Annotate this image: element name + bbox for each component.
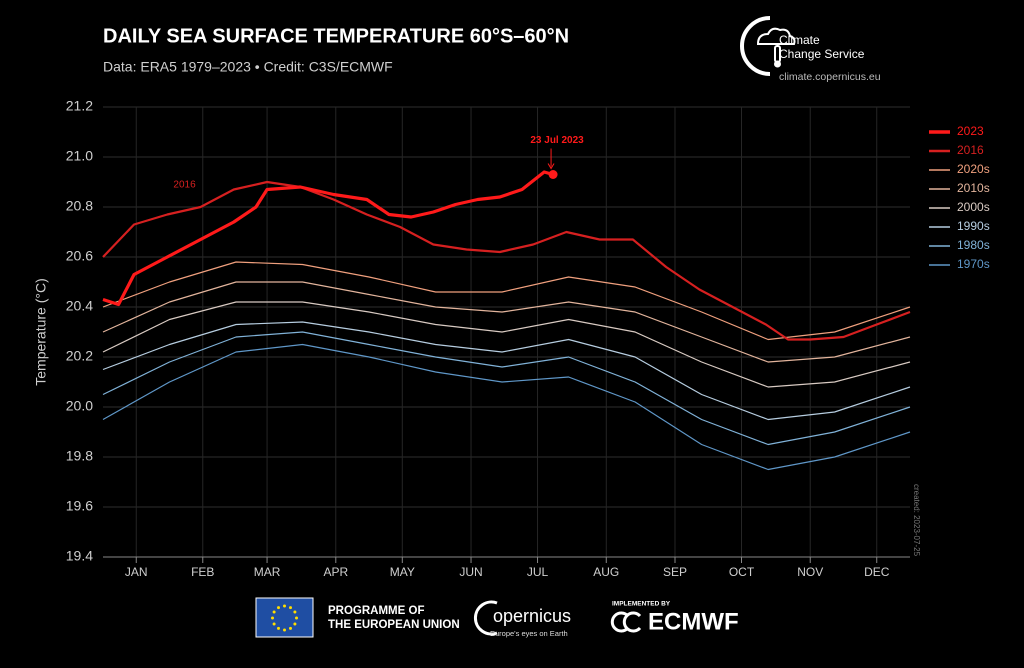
legend-label: 2000s bbox=[957, 200, 990, 214]
y-tick-label: 21.0 bbox=[66, 148, 93, 164]
copernicus-text: opernicus bbox=[493, 606, 571, 626]
annotation-arrowhead bbox=[547, 163, 555, 170]
brand-text: Change Service bbox=[779, 47, 865, 61]
x-tick-label: SEP bbox=[663, 565, 687, 579]
legend-label: 1980s bbox=[957, 238, 990, 252]
series-line bbox=[102, 170, 554, 307]
copernicus-c bbox=[474, 600, 498, 636]
x-tick-label: NOV bbox=[797, 565, 823, 579]
series-line bbox=[102, 180, 911, 341]
legend-label: 1990s bbox=[957, 219, 990, 233]
eu-stars bbox=[271, 604, 298, 632]
legend-label: 1970s bbox=[957, 257, 990, 271]
x-tick-label: JUL bbox=[527, 565, 549, 579]
series-line bbox=[102, 321, 911, 421]
brand-text: Climate bbox=[779, 33, 820, 47]
series-line bbox=[102, 343, 911, 471]
y-tick-label: 19.8 bbox=[66, 448, 93, 464]
chart-subtitle: Data: ERA5 1979–2023 • Credit: C3S/ECMWF bbox=[103, 59, 393, 75]
y-tick-label: 20.8 bbox=[66, 198, 93, 214]
legend-label: 2023 bbox=[957, 124, 984, 138]
y-tick-label: 20.4 bbox=[66, 298, 93, 314]
copernicus-tag: Europe's eyes on Earth bbox=[490, 629, 568, 638]
legend-label: 2020s bbox=[957, 162, 990, 176]
eu-text: PROGRAMME OF bbox=[328, 605, 424, 617]
logo-cloud bbox=[756, 27, 796, 45]
legend-label: 2010s bbox=[957, 181, 990, 195]
legend-label: 2016 bbox=[957, 143, 984, 157]
footer: PROGRAMME OF THE EUROPEAN UNION opernicu… bbox=[255, 597, 739, 638]
x-tick-label: MAY bbox=[390, 565, 415, 579]
x-tick-label: APR bbox=[323, 565, 348, 579]
y-tick-label: 20.6 bbox=[66, 248, 93, 264]
series-line bbox=[102, 301, 911, 388]
x-tick-label: JUN bbox=[459, 565, 482, 579]
series-line bbox=[102, 261, 911, 341]
y-tick-label: 20.0 bbox=[66, 398, 93, 414]
logo-arc bbox=[740, 16, 771, 76]
x-tick-label: FEB bbox=[191, 565, 214, 579]
eu-text: THE EUROPEAN UNION bbox=[328, 619, 460, 631]
annotation: 2016 bbox=[173, 180, 196, 191]
annotation: 23 Jul 2023 bbox=[530, 135, 584, 146]
y-tick-label: 19.6 bbox=[66, 498, 93, 514]
logo-bulb bbox=[774, 60, 781, 68]
ecmwf-mark bbox=[610, 611, 642, 633]
implemented-text: IMPLEMENTED BY bbox=[612, 601, 671, 608]
x-tick-label: MAR bbox=[254, 565, 281, 579]
y-tick-label: 19.4 bbox=[66, 548, 93, 564]
c3s-logo: Climate Change Service climate.copernicu… bbox=[740, 16, 881, 83]
series-line bbox=[102, 281, 911, 363]
chart-title: DAILY SEA SURFACE TEMPERATURE 60°S–60°N bbox=[103, 25, 569, 47]
y-tick-label: 20.2 bbox=[66, 348, 93, 364]
series-line bbox=[102, 331, 911, 446]
y-tick-label: 21.2 bbox=[66, 98, 93, 114]
x-tick-label: JAN bbox=[125, 565, 148, 579]
x-tick-label: AUG bbox=[593, 565, 619, 579]
end-marker bbox=[548, 170, 558, 179]
x-tick-label: OCT bbox=[729, 565, 755, 579]
y-axis-label: Temperature (°C) bbox=[33, 278, 49, 386]
created-note: created: 2023-07-25 bbox=[912, 484, 921, 557]
x-tick-label: DEC bbox=[864, 565, 890, 579]
brand-url: climate.copernicus.eu bbox=[779, 71, 881, 83]
ecmwf-text: ECMWF bbox=[648, 608, 739, 635]
